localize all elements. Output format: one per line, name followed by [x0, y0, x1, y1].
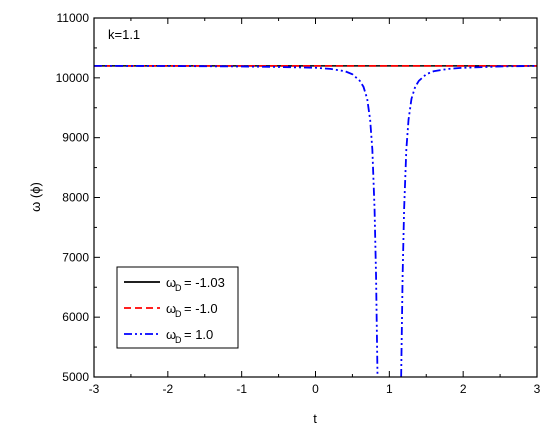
x-tick-label: 3 — [534, 382, 541, 396]
x-tick-label: 2 — [460, 382, 467, 396]
legend-subscript-2: D — [175, 309, 182, 319]
legend-symbol-3: ω — [166, 327, 176, 342]
y-tick-label: 11000 — [57, 11, 90, 25]
legend-label-2: = -1.0 — [184, 301, 218, 316]
series-line-3 — [400, 64, 538, 378]
y-tick-label: 7000 — [62, 250, 89, 264]
x-axis-label: t — [313, 411, 317, 426]
y-tick-label: 5000 — [62, 370, 89, 384]
y-tick-label: 8000 — [62, 191, 89, 205]
x-tick-label: -1 — [236, 382, 247, 396]
x-tick-label: -2 — [162, 382, 173, 396]
tick-labels: -3 -2 -1 0 1 2 3 5000 6000 7000 8000 9000 10000 11000 — [56, 11, 541, 396]
series-line-3 — [93, 64, 379, 378]
legend-symbol-2: ω — [166, 301, 176, 316]
legend-label-1: = -1.03 — [184, 275, 225, 290]
x-tick-label: -3 — [89, 382, 100, 396]
y-tick-label: 6000 — [62, 310, 89, 324]
y-tick-label: 9000 — [62, 131, 89, 145]
annotation-k: k=1.1 — [108, 27, 140, 42]
x-tick-label: 0 — [312, 382, 319, 396]
plot-frame — [93, 17, 538, 378]
legend-subscript-1: D — [175, 283, 182, 293]
legend-subscript-3: D — [175, 335, 182, 345]
series-lines — [93, 64, 538, 378]
x-tick-label: 1 — [386, 382, 393, 396]
legend-symbol-1: ω — [166, 275, 176, 290]
legend-label-3: = 1.0 — [184, 327, 213, 342]
y-axis-label: ω (ϕ) — [28, 182, 43, 212]
y-tick-label: 10000 — [56, 71, 90, 85]
